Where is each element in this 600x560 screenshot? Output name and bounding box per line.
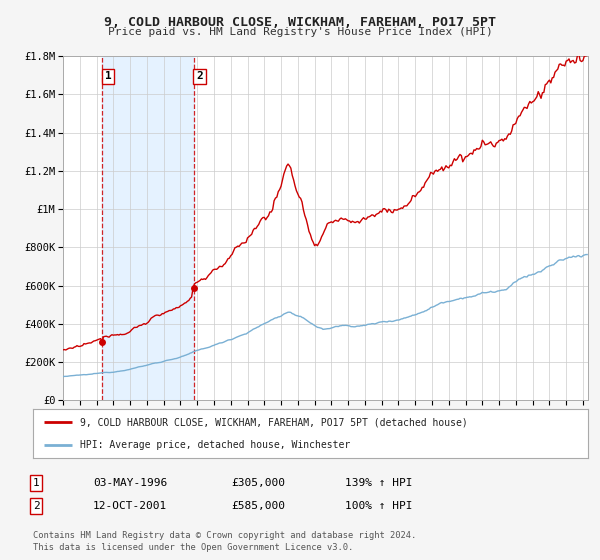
Text: £585,000: £585,000 — [231, 501, 285, 511]
Text: 1: 1 — [32, 478, 40, 488]
Text: 2: 2 — [196, 72, 203, 82]
Text: 100% ↑ HPI: 100% ↑ HPI — [345, 501, 413, 511]
Text: Price paid vs. HM Land Registry's House Price Index (HPI): Price paid vs. HM Land Registry's House … — [107, 27, 493, 37]
Text: 139% ↑ HPI: 139% ↑ HPI — [345, 478, 413, 488]
Bar — [102, 56, 194, 400]
Text: HPI: Average price, detached house, Winchester: HPI: Average price, detached house, Winc… — [80, 440, 350, 450]
Text: 9, COLD HARBOUR CLOSE, WICKHAM, FAREHAM, PO17 5PT: 9, COLD HARBOUR CLOSE, WICKHAM, FAREHAM,… — [104, 16, 496, 29]
Text: 03-MAY-1996: 03-MAY-1996 — [93, 478, 167, 488]
Text: Contains HM Land Registry data © Crown copyright and database right 2024.: Contains HM Land Registry data © Crown c… — [33, 531, 416, 540]
Text: 1: 1 — [105, 72, 112, 82]
Text: This data is licensed under the Open Government Licence v3.0.: This data is licensed under the Open Gov… — [33, 543, 353, 552]
Text: 12-OCT-2001: 12-OCT-2001 — [93, 501, 167, 511]
Text: 9, COLD HARBOUR CLOSE, WICKHAM, FAREHAM, PO17 5PT (detached house): 9, COLD HARBOUR CLOSE, WICKHAM, FAREHAM,… — [80, 417, 468, 427]
Text: 2: 2 — [32, 501, 40, 511]
Text: £305,000: £305,000 — [231, 478, 285, 488]
